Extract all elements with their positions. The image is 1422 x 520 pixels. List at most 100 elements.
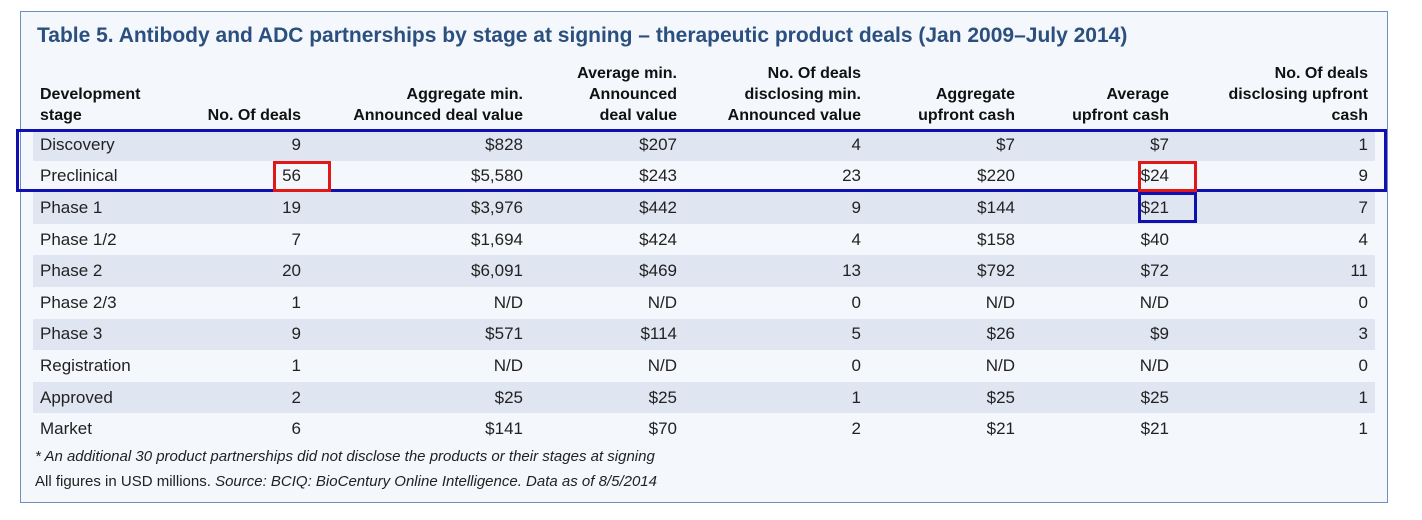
stage-cell: Phase 1 (33, 192, 183, 224)
value-cell: 6 (291, 419, 301, 439)
value-cell: $9 (1022, 318, 1176, 351)
value-cell: 9 (183, 318, 308, 351)
column-header-line: stage (40, 107, 82, 124)
column-header: No. Of deals (183, 63, 308, 129)
column-header-line: No. Of deals (767, 65, 861, 82)
column-header-line: upfront cash (918, 107, 1015, 124)
value-cell: 1 (684, 381, 868, 414)
table-row: Phase 3 9 $571 $114 5 $26 $9 3 (33, 318, 1375, 351)
value-cell: $24 (1140, 166, 1169, 186)
value-cell: $792 (868, 255, 1022, 287)
column-header: Aggregate upfront cash (868, 63, 1022, 129)
value-cell: $469 (530, 255, 684, 287)
value-cell: 56 (282, 166, 301, 186)
value-cell: 9 (183, 129, 308, 161)
value-cell: 13 (684, 255, 868, 287)
column-header: Average upfront cash (1022, 63, 1176, 129)
table-row: Registration 1 N/D N/D 0 N/D N/D 0 (33, 350, 1375, 382)
deals-table: Development stage No. Of deals Aggregate mi… (33, 63, 1375, 445)
column-header-line: deal value (599, 107, 677, 124)
value-cell: 5 (684, 318, 868, 351)
value-cell: 7 (1176, 192, 1375, 224)
value-cell: $424 (639, 229, 677, 249)
value-cell: N/D (1139, 292, 1169, 312)
stage-cell: Phase 2 (33, 255, 183, 287)
value-cell: 1 (1358, 419, 1368, 439)
stage-cell: Preclinical (40, 166, 118, 186)
column-header-line: No. Of deals (207, 107, 301, 124)
value-cell: $26 (868, 318, 1022, 351)
value-cell: 9 (1358, 166, 1368, 186)
table-row: Approved 2 $25 $25 1 $25 $25 1 (33, 381, 1375, 414)
column-header-line: No. Of deals (1274, 65, 1368, 82)
value-cell: $828 (308, 129, 530, 161)
value-cell: 4 (851, 229, 861, 249)
column-header-line: Announced (589, 86, 677, 103)
stage-cell: Phase 2/3 (40, 292, 117, 312)
value-cell: 1 (291, 355, 301, 375)
value-cell: 1 (1176, 381, 1375, 414)
column-header: Aggregate min. Announced deal value (308, 63, 530, 129)
value-cell: $207 (530, 129, 684, 161)
value-cell: 19 (183, 192, 308, 224)
stage-cell: Phase 1/2 (40, 229, 117, 249)
column-header-line: Announced value (727, 107, 861, 124)
column-header-line: Average min. (577, 65, 677, 82)
value-cell: 4 (1358, 229, 1368, 249)
table-row: Phase 1/2 7 $1,694 $424 4 $158 $40 4 (33, 224, 1375, 256)
column-header-line: Aggregate min. (406, 86, 523, 103)
value-cell: $7 (868, 129, 1022, 161)
value-cell: $21 (1022, 192, 1176, 224)
value-cell: N/D (647, 292, 677, 312)
table-row: Phase 1 19 $3,976 $442 9 $144 $21 7 (33, 192, 1375, 224)
value-cell: N/D (493, 292, 523, 312)
column-header: No. Of deals disclosing min. Announced val… (684, 63, 868, 129)
value-cell: 0 (1358, 292, 1368, 312)
column-header-line: Aggregate (935, 86, 1015, 103)
value-cell: 7 (291, 229, 301, 249)
value-cell: $70 (648, 419, 677, 439)
value-cell: 4 (684, 129, 868, 161)
value-cell: $40 (1140, 229, 1169, 249)
stage-cell: Market (40, 419, 92, 439)
value-cell: $1,694 (471, 229, 523, 249)
value-cell: 23 (842, 166, 861, 186)
value-cell: N/D (985, 355, 1015, 375)
value-cell: 1 (1176, 129, 1375, 161)
table-row: Discovery 9 $828 $207 4 $7 $7 1 (33, 129, 1375, 161)
value-cell: $141 (485, 419, 523, 439)
value-cell: $25 (530, 381, 684, 414)
value-cell: $7 (1022, 129, 1176, 161)
column-header: Development stage (33, 63, 183, 129)
table-row: Phase 2 20 $6,091 $469 13 $792 $72 11 (33, 255, 1375, 287)
value-cell: $158 (977, 229, 1015, 249)
table-row: Market 6 $141 $70 2 $21 $21 1 (33, 413, 1375, 445)
table-title: Table 5. Antibody and ADC partnerships b… (37, 24, 1128, 47)
header-row: Development stage No. Of deals Aggregate mi… (33, 63, 1375, 129)
value-cell: $220 (977, 166, 1015, 186)
column-header-line: upfront cash (1072, 107, 1169, 124)
column-header-line: Development (40, 86, 141, 103)
value-cell: 0 (851, 292, 861, 312)
value-cell: N/D (985, 292, 1015, 312)
column-header-line: Average (1106, 86, 1169, 103)
table-body: Discovery 9 $828 $207 4 $7 $7 1 Preclinical 56 $5,… (33, 129, 1375, 445)
value-cell: 2 (183, 381, 308, 414)
value-cell: $5,580 (471, 166, 523, 186)
value-cell: N/D (647, 355, 677, 375)
source-citation: Source: BCIQ: BioCentury Online Intellig… (215, 473, 657, 490)
column-header-line: disclosing upfront (1228, 86, 1368, 103)
column-header-line: disclosing min. (744, 86, 861, 103)
value-cell: $25 (868, 381, 1022, 414)
value-cell: N/D (1139, 355, 1169, 375)
value-cell: 2 (851, 419, 861, 439)
value-cell: 0 (1358, 355, 1368, 375)
value-cell: $3,976 (308, 192, 530, 224)
column-header-line: cash (1331, 107, 1368, 124)
value-cell: $25 (308, 381, 530, 414)
value-cell: $571 (308, 318, 530, 351)
value-cell: 20 (183, 255, 308, 287)
value-cell: 11 (1176, 255, 1375, 287)
table-row: Phase 2/3 1 N/D N/D 0 N/D N/D 0 (33, 287, 1375, 319)
footnote: * An additional 30 product partnerships … (35, 448, 655, 465)
